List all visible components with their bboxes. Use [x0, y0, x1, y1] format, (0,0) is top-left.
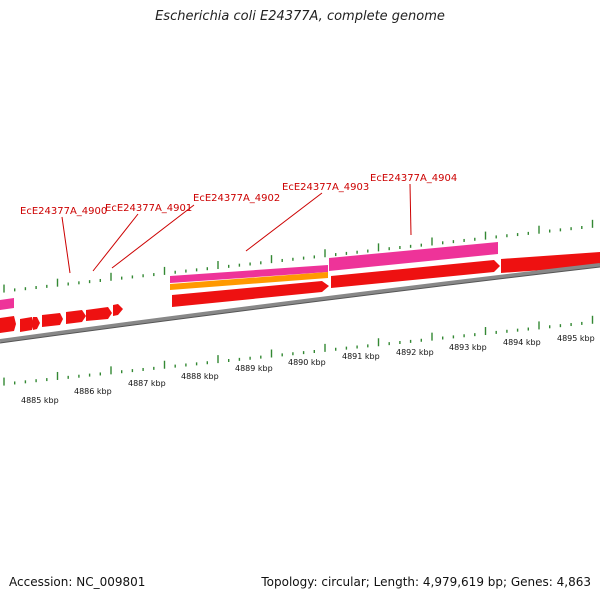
- cds-arrow-5[interactable]: [66, 310, 86, 324]
- cds-arrow-1[interactable]: [0, 316, 16, 333]
- gene-label-leaders: [61, 183, 412, 274]
- kbp-label: 4886 kbp: [74, 387, 112, 396]
- gene-label-4904[interactable]: EcE24377A_4904: [370, 173, 457, 184]
- pink-feature-left-edge[interactable]: [0, 298, 14, 310]
- kbp-label: 4895 kbp: [557, 334, 595, 343]
- gene-label-4901[interactable]: EcE24377A_4901: [105, 203, 192, 214]
- cds-track: [0, 252, 600, 333]
- genome-summary-text: Topology: circular; Length: 4,979,619 bp…: [261, 575, 591, 589]
- gene-label-4902[interactable]: EcE24377A_4902: [193, 193, 280, 204]
- kbp-labels: 4885 kbp 4886 kbp 4887 kbp 4888 kbp 4889…: [21, 334, 595, 405]
- cds-arrow-4[interactable]: [42, 313, 63, 327]
- map-title: Escherichia coli E24377A, complete genom…: [155, 9, 445, 24]
- leader-4901: [92, 213, 139, 272]
- gene-label-4900[interactable]: EcE24377A_4900: [20, 206, 107, 217]
- cds-arrow-4902[interactable]: [172, 281, 329, 307]
- orange-feature[interactable]: [170, 272, 328, 290]
- cds-arrow-2[interactable]: [20, 317, 34, 332]
- pink-feature-4903[interactable]: [170, 265, 328, 283]
- kbp-label: 4893 kbp: [449, 343, 487, 352]
- pink-feature-4904[interactable]: [329, 242, 498, 271]
- pink-feature-track: [0, 242, 498, 310]
- kbp-label: 4889 kbp: [235, 364, 273, 373]
- kbp-label: 4890 kbp: [288, 358, 326, 367]
- leader-4904: [409, 183, 412, 236]
- kbp-label: 4894 kbp: [503, 338, 541, 347]
- accession-text: Accession: NC_009801: [9, 575, 146, 589]
- kbp-label: 4891 kbp: [342, 352, 380, 361]
- gene-labels: EcE24377A_4900 EcE24377A_4901 EcE24377A_…: [20, 173, 457, 217]
- leader-4902: [111, 204, 195, 269]
- genome-backbone-shadow: [0, 266, 600, 344]
- kbp-label: 4885 kbp: [21, 396, 59, 405]
- kbp-label: 4887 kbp: [128, 379, 166, 388]
- genome-backbone: [0, 263, 600, 343]
- inner-tick-marks: [3, 315, 594, 386]
- kbp-label: 4892 kbp: [396, 348, 434, 357]
- leader-4903: [245, 192, 323, 252]
- cds-arrow-6[interactable]: [86, 307, 112, 321]
- outer-tick-marks: [3, 219, 594, 293]
- cds-arrow-7[interactable]: [113, 304, 123, 316]
- cds-arrow-4903[interactable]: [331, 260, 500, 288]
- gene-label-4903[interactable]: EcE24377A_4903: [282, 182, 369, 193]
- cds-arrow-3[interactable]: [33, 317, 40, 330]
- kbp-label: 4888 kbp: [181, 372, 219, 381]
- leader-4900: [61, 216, 71, 274]
